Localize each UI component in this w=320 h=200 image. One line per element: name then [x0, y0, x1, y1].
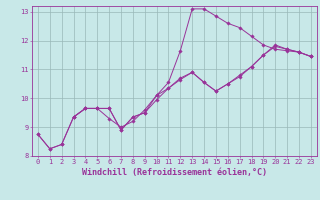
X-axis label: Windchill (Refroidissement éolien,°C): Windchill (Refroidissement éolien,°C)	[82, 168, 267, 177]
